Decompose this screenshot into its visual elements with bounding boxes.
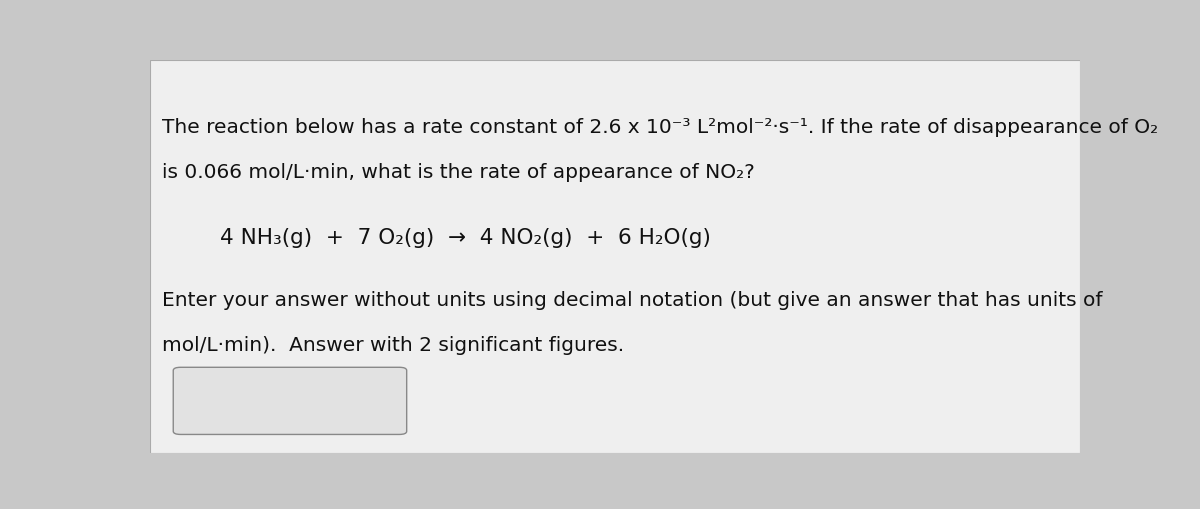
Text: Enter your answer without units using decimal notation (but give an answer that : Enter your answer without units using de…: [162, 290, 1103, 309]
Text: mol/L·min).  Answer with 2 significant figures.: mol/L·min). Answer with 2 significant fi…: [162, 335, 624, 354]
FancyBboxPatch shape: [173, 367, 407, 435]
Text: is 0.066 mol/L·min, what is the rate of appearance of NO₂?: is 0.066 mol/L·min, what is the rate of …: [162, 163, 755, 182]
Text: The reaction below has a rate constant of 2.6 x 10⁻³ L²mol⁻²·s⁻¹. If the rate of: The reaction below has a rate constant o…: [162, 118, 1158, 137]
FancyBboxPatch shape: [150, 61, 1080, 453]
Text: 4 NH₃(g)  +  7 O₂(g)  →  4 NO₂(g)  +  6 H₂O(g): 4 NH₃(g) + 7 O₂(g) → 4 NO₂(g) + 6 H₂O(g): [220, 228, 710, 247]
